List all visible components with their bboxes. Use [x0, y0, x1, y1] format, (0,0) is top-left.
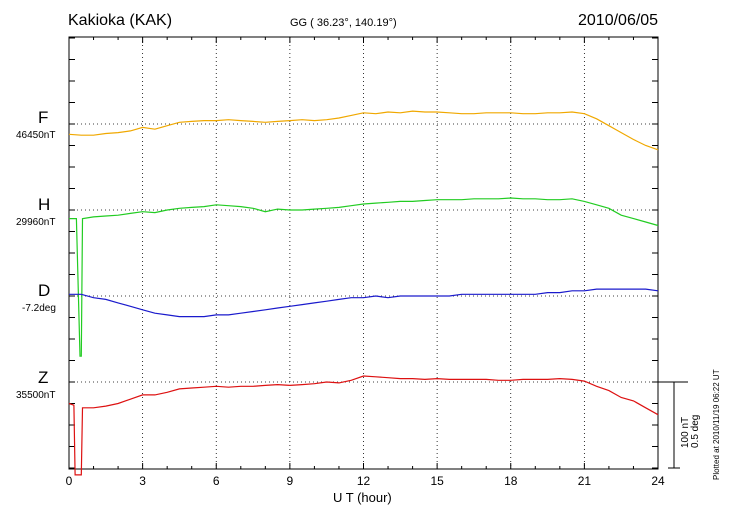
scale-label-nt: 100 nT — [680, 417, 691, 448]
series-line-d — [69, 288, 659, 318]
series-baseline-f: 46450nT — [16, 130, 56, 141]
date-label: 2010/06/05 — [578, 12, 659, 29]
x-tick-label: 15 — [430, 474, 444, 488]
x-axis-label: U T (hour) — [333, 490, 392, 505]
x-tick-label: 12 — [357, 474, 371, 488]
series-label-h: H — [38, 195, 51, 214]
station-title: Kakioka (KAK) — [68, 12, 173, 29]
scale-label-deg: 0.5 deg — [690, 415, 701, 448]
series-label-d: D — [38, 281, 51, 300]
x-tick-label: 9 — [287, 474, 294, 488]
series-label-z: Z — [38, 368, 49, 387]
series-baseline-h: 29960nT — [16, 217, 56, 228]
coordinates-label: GG ( 36.23°, 140.19°) — [290, 17, 397, 29]
x-tick-label: 6 — [213, 474, 220, 488]
x-tick-label: 3 — [139, 474, 146, 488]
x-tick-label: 18 — [504, 474, 518, 488]
series-line-h — [69, 197, 659, 357]
series-label-f: F — [38, 108, 49, 127]
series-line-z — [68, 375, 659, 476]
x-tick-label: 24 — [651, 474, 665, 488]
series-line-f — [68, 110, 659, 151]
series-baseline-d: -7.2deg — [22, 303, 56, 314]
x-tick-label: 0 — [66, 474, 73, 488]
x-tick-label: 21 — [578, 474, 592, 488]
series-baseline-z: 35500nT — [16, 390, 56, 401]
